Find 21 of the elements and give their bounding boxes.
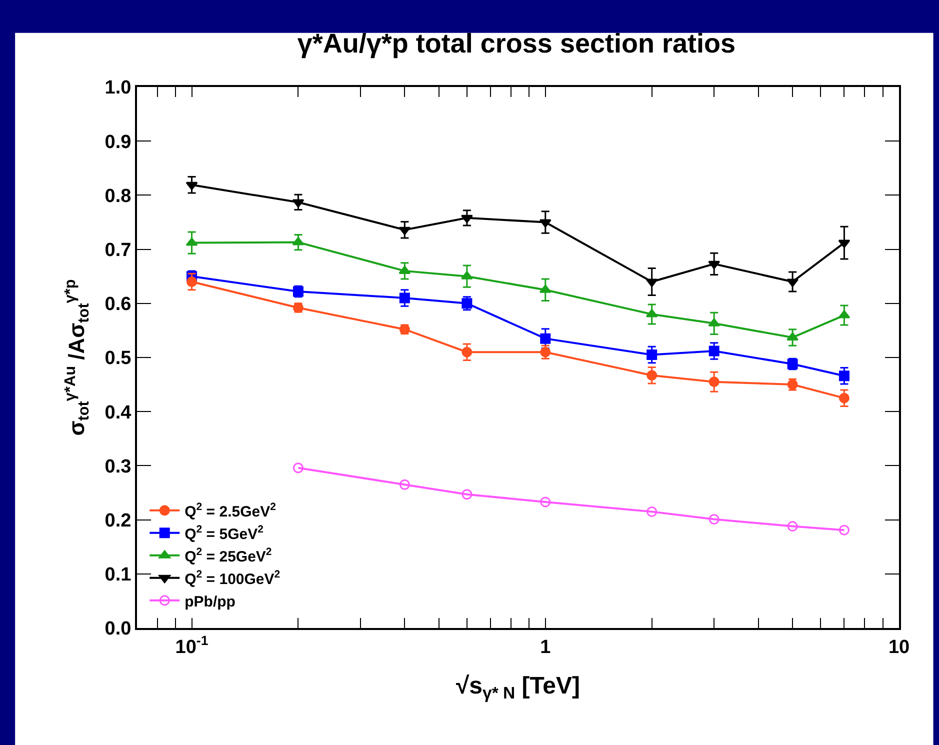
- x-axis-title: √s$_{γ* N}$ [TeV]: [456, 672, 580, 703]
- x-tick-label: 10$^{-1}$: [175, 632, 209, 658]
- y-tick-label: 0.6: [104, 294, 132, 316]
- legend-label: Q$^{2}$ = 100GeV$^{2}$: [184, 568, 280, 588]
- legend-label: pPb/pp: [184, 593, 236, 610]
- legend-label: Q$^{2}$ = 5GeV$^{2}$: [184, 523, 264, 543]
- y-tick-label: 0.8: [104, 186, 132, 207]
- y-tick-label: 0.5: [104, 348, 132, 370]
- chart-title: γ*Au/γ*p total cross section ratios: [297, 28, 736, 58]
- legend-label: Q$^{2}$ = 25GeV$^{2}$: [184, 546, 272, 566]
- legend-label: Q$^{2}$ = 2.5GeV$^{2}$: [184, 500, 276, 520]
- y-tick-label: 0.2: [104, 510, 132, 532]
- y-tick-label: 0.1: [104, 564, 132, 586]
- y-tick-label: 0.0: [104, 618, 132, 640]
- x-tick-label: 1: [540, 636, 552, 658]
- y-tick-label: 0.3: [104, 456, 132, 478]
- y-tick-label: 0.7: [104, 240, 132, 261]
- y-tick-label: 0.4: [104, 402, 132, 424]
- y-tick-label: 1.0: [104, 78, 132, 99]
- x-tick-label: 10: [888, 636, 910, 658]
- y-tick-label: 0.9: [104, 132, 132, 153]
